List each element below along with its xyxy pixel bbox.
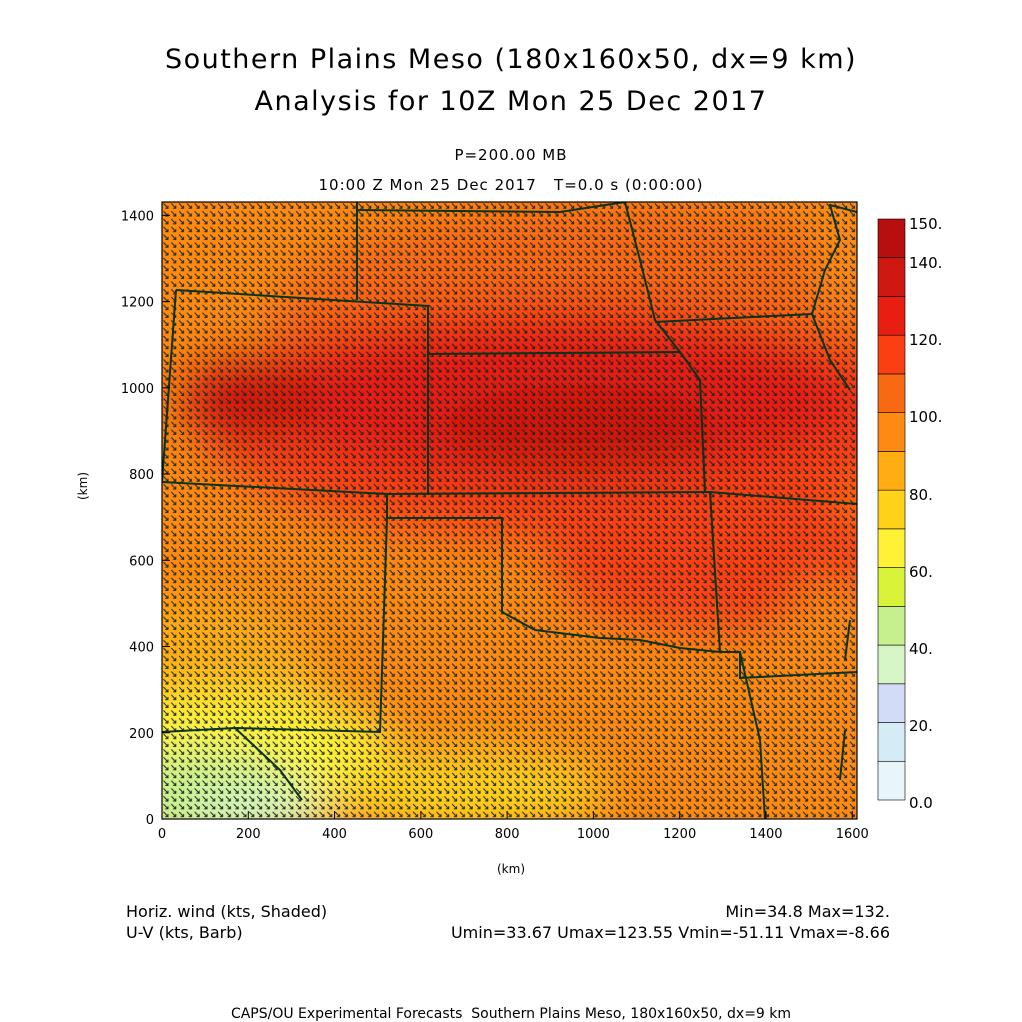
- plot-subtitle: Analysis for 10Z Mon 25 Dec 2017: [254, 86, 768, 117]
- wind-barbs: [162, 202, 857, 819]
- colorbar-swatch: [877, 334, 906, 375]
- colorbar-swatch: [877, 412, 906, 452]
- x-tick-label: 1200: [663, 827, 696, 842]
- min-max: Min=34.8 Max=132.: [725, 902, 890, 921]
- colorbar-swatch: [877, 644, 906, 685]
- y-tick-label: 0: [146, 813, 154, 828]
- colorbar-label: 0.0: [909, 794, 933, 812]
- colorbar: 150. 140. 120. 100. 80. 60. 40. 20. 0.0: [877, 215, 942, 812]
- x-tick-label: 400: [322, 827, 347, 842]
- barb-label: U-V (kts, Barb): [126, 923, 243, 942]
- x-tick-label: 1400: [749, 827, 782, 842]
- colorbar-swatch: [877, 683, 906, 723]
- x-axis-unit: (km): [497, 862, 526, 876]
- y-axis: 0 200 400 600 800 1000 1200 1400: [121, 209, 170, 828]
- colorbar-swatch: [877, 489, 906, 530]
- y-tick-label: 1000: [121, 382, 154, 397]
- footer: CAPS/OU Experimental Forecasts Southern …: [230, 1006, 792, 1022]
- x-tick-label: 800: [495, 827, 520, 842]
- y-tick-label: 800: [129, 468, 154, 483]
- field-label: Horiz. wind (kts, Shaded): [126, 902, 328, 921]
- colorbar-swatch: [877, 373, 906, 413]
- valid-time: 10:00 Z Mon 25 Dec 2017 T=0.0 s (0:00:00…: [318, 176, 704, 194]
- state-borders: [162, 202, 857, 819]
- x-tick-label: 0: [158, 827, 166, 842]
- colorbar-label: 140.: [909, 254, 942, 272]
- y-tick-label: 1400: [121, 209, 154, 224]
- y-axis-unit: (km): [76, 471, 90, 500]
- colorbar-label: 80.: [909, 486, 933, 504]
- x-tick-label: 1600: [836, 827, 869, 842]
- colorbar-label: 120.: [909, 331, 942, 349]
- pressure-level: P=200.00 MB: [454, 146, 568, 164]
- uv-stats: Umin=33.67 Umax=123.55 Vmin=-51.11 Vmax=…: [450, 923, 890, 942]
- y-tick-label: 1200: [121, 296, 154, 311]
- wind-speed-shading: [162, 202, 857, 819]
- colorbar-swatch: [877, 528, 906, 568]
- colorbar-swatch: [877, 722, 906, 762]
- x-tick-label: 600: [408, 827, 433, 842]
- colorbar-label: 60.: [909, 563, 933, 581]
- colorbar-label: 20.: [909, 717, 933, 735]
- plot-title: Southern Plains Meso (180x160x50, dx=9 k…: [164, 44, 858, 75]
- y-tick-label: 600: [129, 554, 154, 569]
- colorbar-label: 150.: [909, 215, 942, 233]
- colorbar-swatch: [877, 606, 906, 646]
- y-tick-label: 200: [129, 727, 154, 742]
- x-tick-label: 1000: [577, 827, 610, 842]
- colorbar-swatch: [877, 567, 906, 607]
- x-axis: 0 200 400 600 800 1000 1200 1400 1600: [158, 811, 869, 842]
- colorbar-swatch: [877, 451, 906, 491]
- colorbar-swatch: [877, 296, 906, 336]
- y-tick-label: 400: [129, 641, 154, 656]
- colorbar-label: 100.: [909, 408, 942, 426]
- colorbar-label: 40.: [909, 640, 933, 658]
- plot-frame: [161, 201, 858, 820]
- colorbar-swatch: [877, 218, 906, 259]
- colorbar-swatch: [877, 257, 906, 297]
- x-tick-label: 200: [236, 827, 261, 842]
- colorbar-swatch: [877, 760, 906, 801]
